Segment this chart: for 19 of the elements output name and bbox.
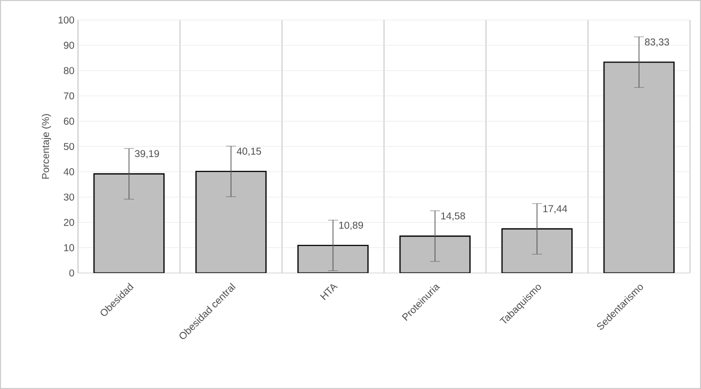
- y-tick-label: 90: [64, 42, 74, 49]
- data-label: 17,44: [543, 205, 568, 214]
- data-label: 83,33: [644, 38, 670, 47]
- y-tick-label: 70: [64, 92, 74, 100]
- x-tick-label: HTA: [320, 284, 338, 300]
- y-tick-label: 0: [69, 269, 74, 277]
- data-label: 14,58: [441, 212, 466, 221]
- data-label: 39,19: [134, 150, 159, 158]
- y-axis-title: Porcentaje (%): [42, 114, 52, 179]
- y-tick-label: 40: [64, 168, 74, 176]
- y-tick-label: 20: [64, 218, 74, 226]
- data-label: 10,89: [339, 222, 363, 230]
- y-tick-label: 30: [64, 194, 74, 201]
- y-tick-label: 50: [64, 142, 74, 150]
- y-tick-label: 10: [64, 244, 74, 252]
- y-tick-label: 60: [64, 118, 74, 125]
- y-tick-label: 80: [64, 67, 74, 74]
- y-tick-label: 100: [58, 16, 74, 24]
- data-label: 40,15: [236, 148, 262, 156]
